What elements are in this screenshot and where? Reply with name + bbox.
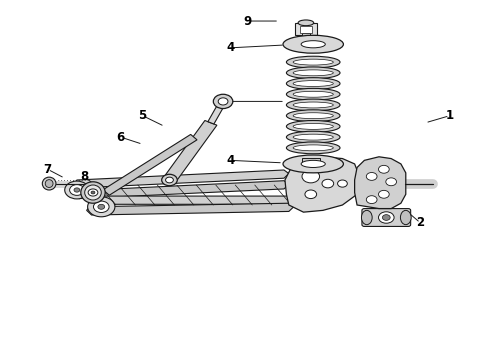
Polygon shape (74, 181, 289, 199)
Text: 1: 1 (445, 109, 454, 122)
Ellipse shape (42, 177, 56, 190)
Ellipse shape (287, 142, 340, 154)
Text: 9: 9 (244, 14, 251, 27)
Polygon shape (103, 134, 197, 195)
Ellipse shape (293, 91, 333, 97)
Text: 7: 7 (44, 163, 52, 176)
FancyBboxPatch shape (362, 208, 411, 226)
Circle shape (367, 196, 377, 203)
Circle shape (378, 212, 394, 223)
Circle shape (382, 215, 390, 220)
Text: 8: 8 (80, 170, 88, 183)
Circle shape (338, 180, 347, 187)
Text: 5: 5 (139, 109, 147, 122)
Ellipse shape (287, 56, 340, 68)
Ellipse shape (293, 113, 333, 119)
Circle shape (98, 204, 105, 209)
Ellipse shape (293, 145, 333, 151)
Circle shape (302, 170, 319, 183)
Circle shape (70, 185, 84, 195)
Text: 6: 6 (117, 131, 125, 144)
Circle shape (74, 188, 80, 192)
Ellipse shape (283, 155, 343, 173)
Polygon shape (208, 100, 226, 124)
Ellipse shape (301, 41, 325, 48)
Circle shape (378, 190, 389, 198)
Circle shape (88, 189, 98, 196)
FancyBboxPatch shape (295, 23, 317, 35)
Circle shape (91, 191, 95, 194)
Polygon shape (285, 157, 360, 212)
Ellipse shape (301, 160, 325, 167)
Polygon shape (164, 121, 217, 183)
Ellipse shape (293, 59, 333, 65)
Text: 2: 2 (416, 216, 424, 229)
Polygon shape (87, 203, 294, 215)
Ellipse shape (400, 210, 411, 225)
FancyBboxPatch shape (299, 26, 312, 33)
FancyBboxPatch shape (301, 33, 310, 39)
Ellipse shape (283, 35, 343, 53)
FancyBboxPatch shape (302, 158, 320, 164)
Circle shape (166, 177, 173, 183)
Ellipse shape (293, 102, 333, 108)
Circle shape (88, 197, 115, 217)
Circle shape (378, 165, 389, 173)
Ellipse shape (287, 121, 340, 132)
Polygon shape (74, 170, 289, 188)
Circle shape (367, 172, 377, 180)
Ellipse shape (287, 99, 340, 111)
Circle shape (94, 201, 109, 212)
Text: 4: 4 (226, 41, 235, 54)
Circle shape (213, 94, 233, 109)
Ellipse shape (287, 131, 340, 143)
Ellipse shape (287, 67, 340, 79)
Text: 4: 4 (226, 154, 235, 167)
Ellipse shape (81, 182, 105, 203)
Ellipse shape (45, 180, 53, 188)
Ellipse shape (287, 78, 340, 89)
Circle shape (218, 98, 228, 105)
Ellipse shape (293, 81, 333, 86)
Ellipse shape (85, 185, 101, 200)
Ellipse shape (293, 123, 333, 129)
Circle shape (322, 179, 334, 188)
Ellipse shape (293, 70, 333, 76)
Ellipse shape (298, 20, 314, 26)
Polygon shape (355, 157, 406, 208)
Ellipse shape (362, 210, 372, 225)
Circle shape (65, 181, 89, 199)
Polygon shape (87, 196, 294, 204)
Ellipse shape (293, 134, 333, 140)
Ellipse shape (287, 110, 340, 122)
Text: 3: 3 (219, 95, 227, 108)
Circle shape (162, 174, 177, 186)
Circle shape (386, 178, 396, 186)
Ellipse shape (287, 88, 340, 100)
Circle shape (305, 190, 317, 199)
